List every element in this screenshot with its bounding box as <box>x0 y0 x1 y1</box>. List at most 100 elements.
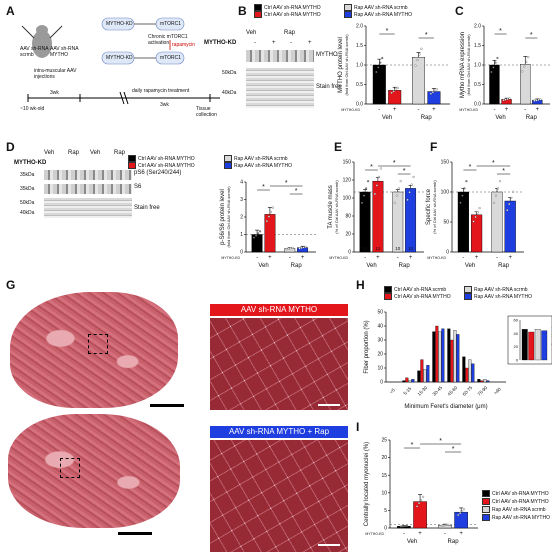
data-point <box>298 247 301 250</box>
data-point <box>393 201 396 204</box>
zoom-box-bottom <box>60 458 80 478</box>
kd-sign: - <box>462 255 464 261</box>
data-point <box>257 232 260 235</box>
data-point <box>431 91 434 94</box>
histogram-bar <box>477 379 481 383</box>
data-point <box>476 211 479 214</box>
histogram-bar <box>471 363 475 383</box>
data-point <box>416 58 419 62</box>
data-point <box>289 247 292 250</box>
data-point <box>381 56 384 60</box>
d-stain-free-lane <box>44 198 132 218</box>
inset-bar <box>541 330 548 361</box>
data-point <box>269 211 272 214</box>
data-point <box>416 505 419 508</box>
zoom-histology-mytho-rap <box>210 440 348 552</box>
node-mtorc1-2: mTORC1 <box>160 55 182 61</box>
s6-band <box>44 184 132 194</box>
y-tick-label: 100 <box>441 190 450 196</box>
kd-sign: + <box>409 255 413 261</box>
data-point <box>508 97 511 100</box>
y-axis-label: Mytho mRNA expression <box>460 32 466 98</box>
y-tick-label: 0 <box>240 250 243 256</box>
data-point <box>508 203 511 206</box>
y-tick-label: 0.5 <box>356 82 363 88</box>
y-tick-label: 80 <box>345 214 351 220</box>
bar <box>454 511 468 529</box>
legend-top-item-1: Ctrl AAV sh-RNA MYTHO <box>254 11 321 18</box>
y-axis-label: TA muscle mass <box>328 185 334 229</box>
sig-star: * <box>295 188 298 195</box>
bar <box>504 200 516 253</box>
data-point <box>253 236 256 239</box>
data-point <box>377 66 380 69</box>
data-point <box>267 215 270 218</box>
data-point <box>363 194 366 197</box>
data-point <box>414 64 417 67</box>
sig-star: * <box>469 164 472 171</box>
data-point <box>300 246 303 249</box>
data-point <box>255 234 258 237</box>
kd-sign: + <box>459 531 463 537</box>
kd-row-label: MYTHO-KD <box>221 256 240 260</box>
data-point <box>375 184 378 187</box>
histogram-bar <box>447 328 451 383</box>
mw-50: 50kDa <box>222 70 237 76</box>
y-tick-label: 50 <box>443 220 449 226</box>
histology-section-mytho-rap <box>8 414 180 528</box>
y-tick-label: 100 <box>343 196 352 202</box>
panel-letter-c: C <box>455 4 464 18</box>
legend-h-item-3: Rap AAV sh-RNA MYTHO <box>464 293 532 300</box>
x-tick-label: 15-30 <box>417 385 429 397</box>
group-label: Veh <box>382 115 392 121</box>
x-tick-label: >90 <box>493 386 502 395</box>
histogram-bar <box>411 379 415 383</box>
data-point <box>392 90 395 93</box>
kd-sign: + <box>432 107 436 113</box>
y-tick-label: 120 <box>343 178 352 184</box>
group-label: Rap <box>291 263 303 269</box>
data-point <box>285 248 288 251</box>
y-tick-label: 0 <box>348 250 351 256</box>
data-point <box>291 246 294 249</box>
y-axis-label: MYTHO protein level <box>338 37 344 93</box>
kd-sign: - <box>496 255 498 261</box>
panel-letter-d: D <box>6 140 15 154</box>
rap-header: Rap <box>284 30 296 36</box>
mytho-band-label: MYTHO <box>316 52 338 58</box>
y-tick-label: 2 <box>240 215 243 221</box>
data-point <box>408 191 411 194</box>
bar <box>471 214 483 253</box>
data-point <box>446 523 450 526</box>
inset-y-label: min Feret (μm) <box>550 326 552 353</box>
y-tick-label: 5 <box>384 508 387 514</box>
legend-h-item-2: Rap AAV sh-RNA scrmb <box>464 286 528 293</box>
legend-h-item-0: Ctrl AAV sh-RNA scrmb <box>384 286 446 293</box>
histogram-bar <box>435 325 439 383</box>
chart-e: 0 20 80 100 120 150 - + - +12 12 10 10 * * * MYTHO-KD Veh… <box>328 160 424 269</box>
kd-row-label: MYTHO-KD <box>341 108 360 112</box>
histogram-bar <box>426 365 430 383</box>
kd-sign: + <box>536 107 540 113</box>
data-point <box>302 246 305 249</box>
y-tick-label: 0.0 <box>474 102 481 108</box>
y-tick-label: 1.5 <box>474 43 481 49</box>
x-tick-label: 75-90 <box>477 385 489 397</box>
n-label: 12 <box>375 246 381 251</box>
sig-star: * <box>425 32 428 39</box>
legend-i-item-2: Rap AAV sh-RNA scrmb <box>482 506 546 513</box>
data-point <box>440 524 444 527</box>
sig-star: * <box>262 184 265 191</box>
y-axis-label: Specific force <box>426 188 432 225</box>
group-label: Veh <box>258 263 268 269</box>
kd-sign: - <box>403 531 405 537</box>
bar <box>372 64 386 105</box>
data-point <box>525 60 528 63</box>
node-mytho-kd-1: MYTHO-KD <box>106 21 133 27</box>
n-label: 10 <box>408 246 414 251</box>
d-stain-free-label: Stain free <box>134 205 160 211</box>
sig-star: * <box>499 28 502 35</box>
y-tick-label: 10 <box>377 366 383 372</box>
data-point <box>512 190 515 193</box>
data-point <box>412 175 415 179</box>
